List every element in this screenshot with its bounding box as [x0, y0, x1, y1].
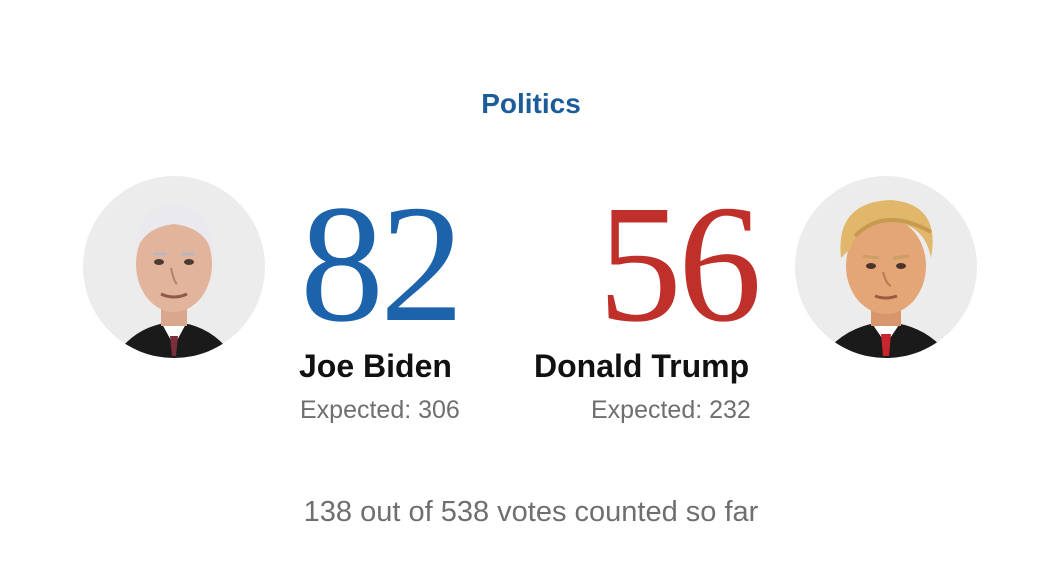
avatar-biden — [83, 176, 265, 358]
avatar-trump — [795, 176, 977, 358]
biden-vote-count: 82 — [300, 171, 464, 357]
biden-name[interactable]: Joe Biden — [299, 348, 452, 384]
trump-expected: Expected: 232 — [591, 396, 751, 424]
trump-name[interactable]: Donald Trump — [534, 348, 750, 384]
section-label[interactable]: Politics — [481, 88, 581, 119]
votes-counted-status: 138 out of 538 votes counted so far — [303, 496, 759, 528]
trump-portrait-icon — [831, 200, 941, 358]
biden-portrait-icon — [123, 204, 225, 358]
trump-vote-count: 56 — [598, 171, 762, 357]
biden-expected: Expected: 306 — [300, 396, 460, 424]
